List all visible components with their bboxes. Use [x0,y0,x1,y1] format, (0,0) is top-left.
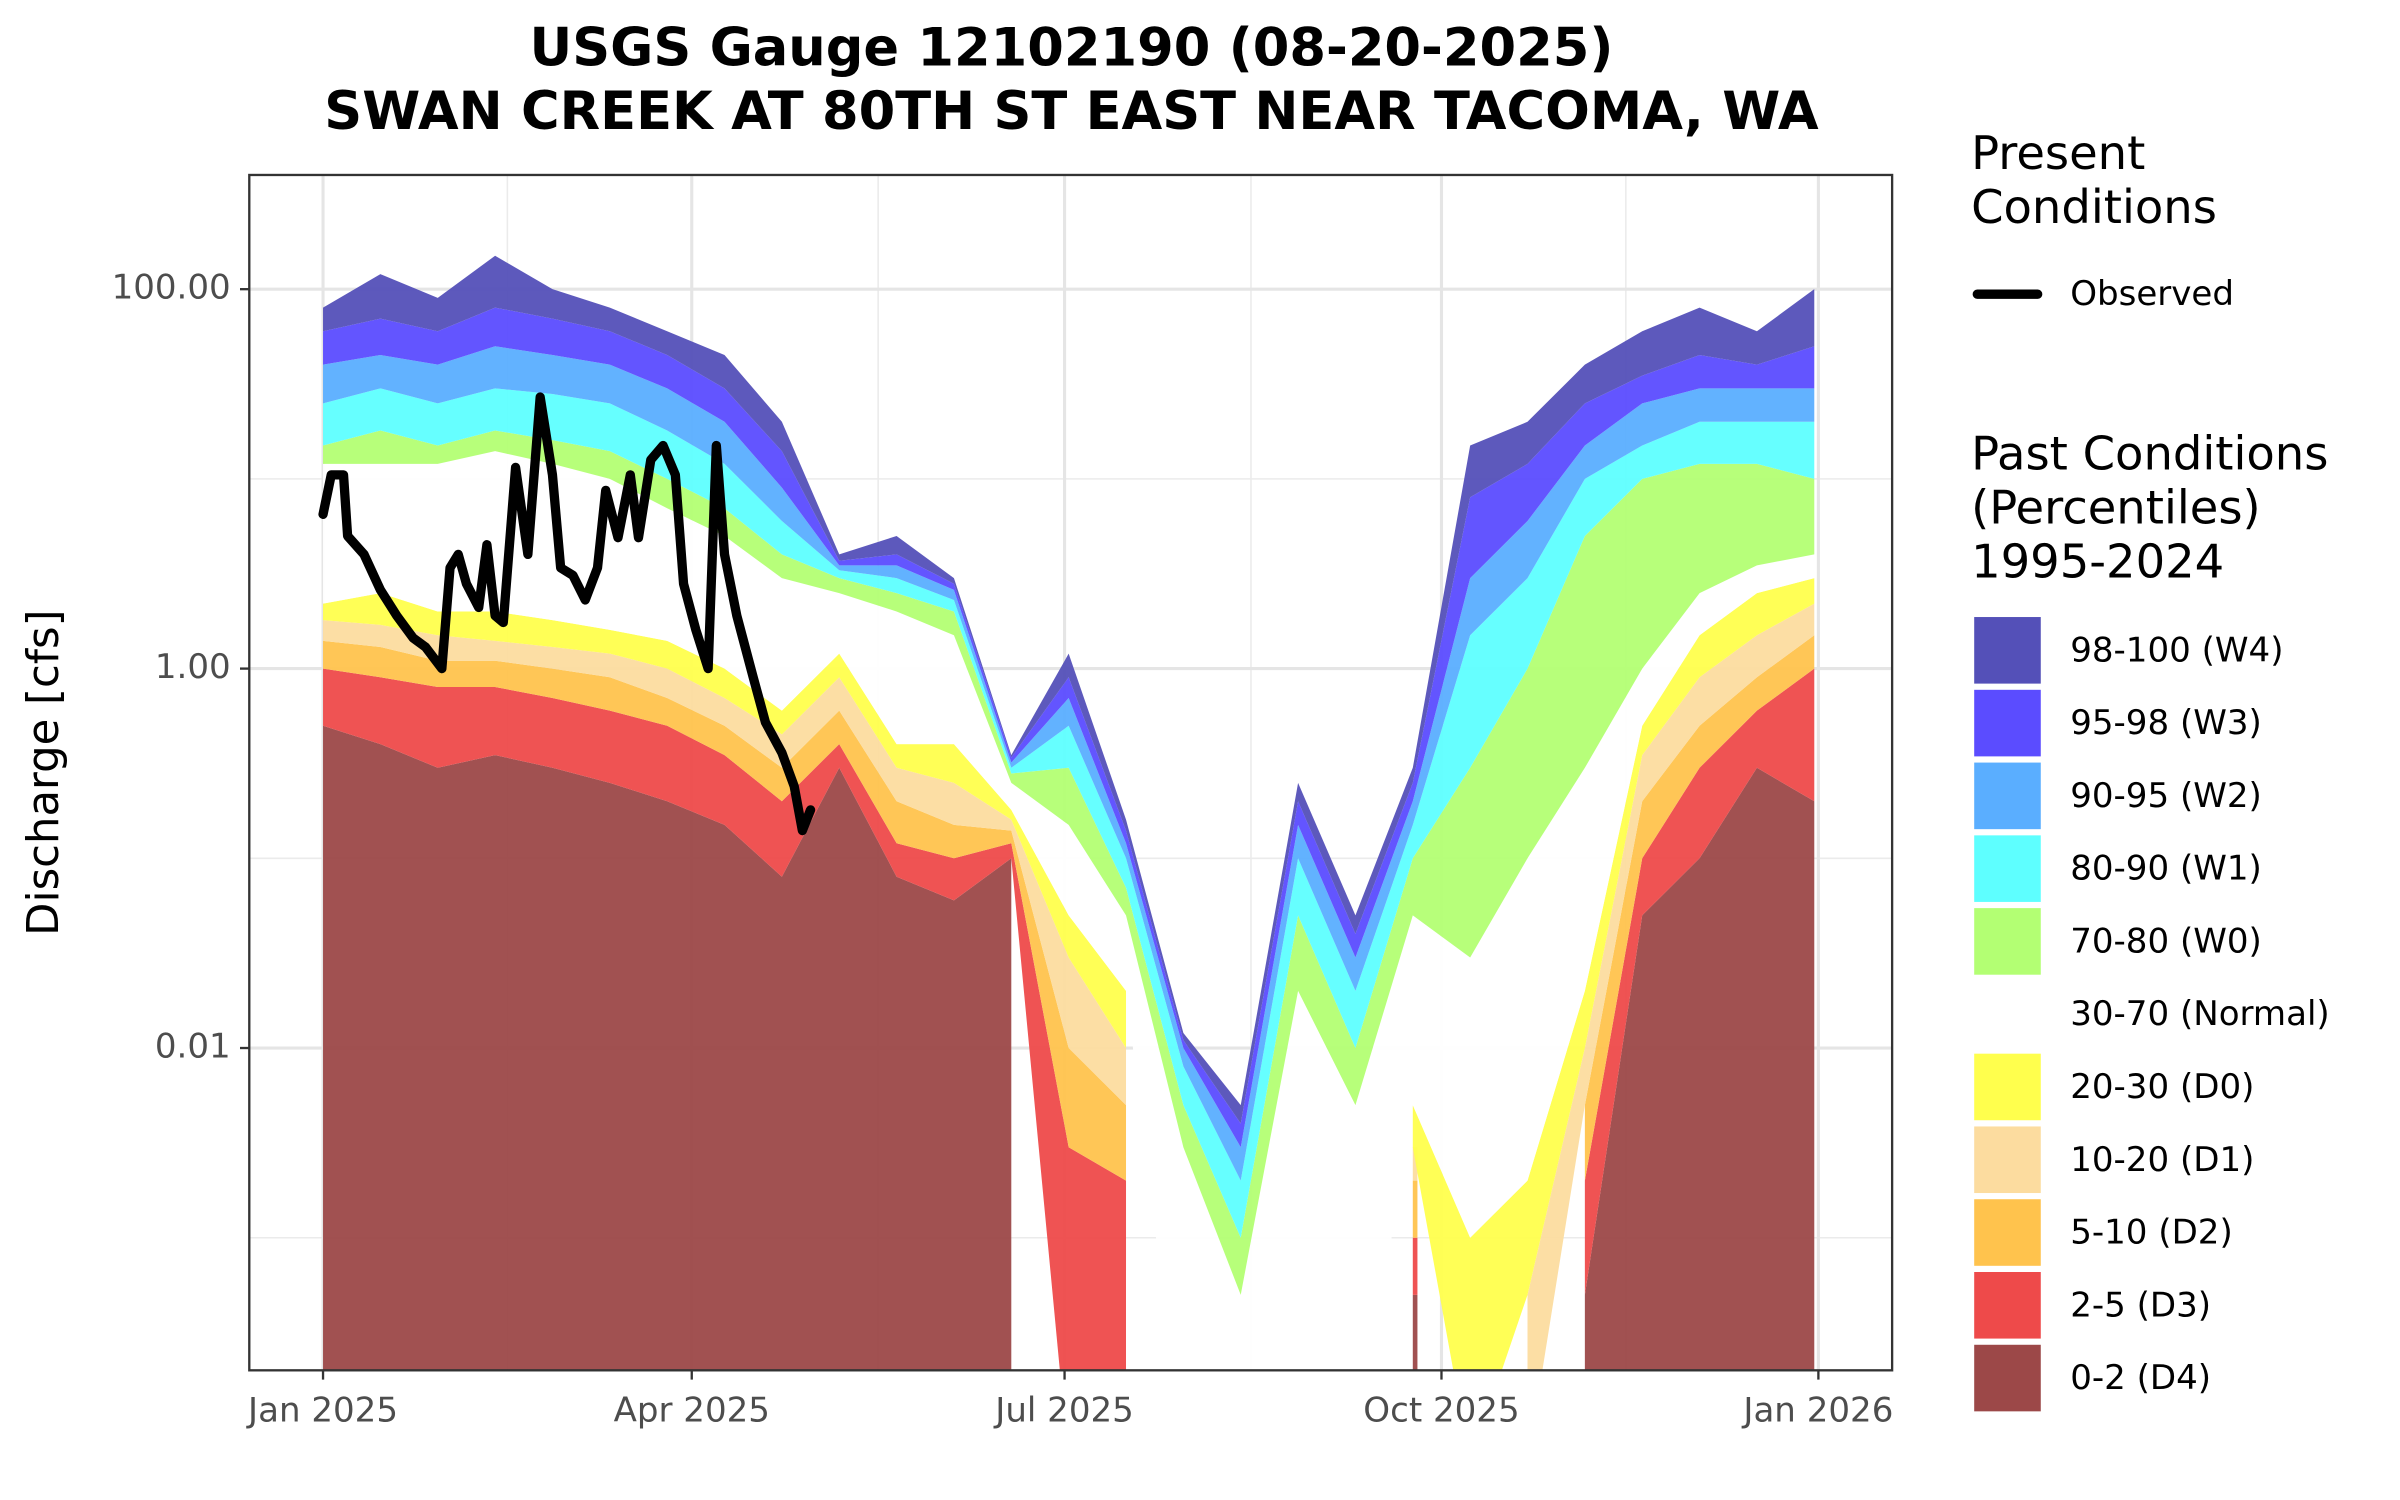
legend-swatch [1974,835,2041,902]
legend-swatch [1974,1199,2041,1266]
x-tick-label: Oct 2025 [1363,1391,1519,1431]
legend-swatch [1974,908,2041,975]
percentile-band [323,307,1815,1148]
legend-title: (Percentiles) [1971,480,2261,534]
percentile-band [1412,1237,1418,1295]
x-tick-label: Jul 2025 [993,1391,1134,1431]
percentile-band [323,593,1127,1049]
legend-title: Conditions [1971,180,2217,234]
plot-area [318,255,1815,1371]
legend-swatch [1974,1272,2041,1339]
legend-label: 2-5 (D3) [2070,1285,2211,1325]
percentile-band [1584,767,1815,1371]
legend-swatch [1974,1126,2041,1194]
plot-frame [248,173,1894,1372]
percentile-band [323,620,1127,1106]
legend-title: 1995-2024 [1971,535,2224,589]
legend-title: Present [1971,126,2145,180]
percentile-band [323,725,1012,1371]
x-tick-label: Jan 2026 [1741,1391,1893,1431]
legend-label: 20-30 (D0) [2070,1067,2254,1107]
percentile-band [1527,603,1815,1371]
legend-swatch [1974,617,2041,684]
legend-label: 80-90 (W1) [2070,849,2262,889]
percentile-band [323,640,1127,1181]
legend-label: 90-95 (W2) [2070,776,2262,816]
percentile-band [1584,668,1815,1295]
percentile-band [323,346,1815,1181]
y-axis-label: Discharge [cfs] [19,609,69,935]
legend-label: 95-98 (W3) [2070,703,2262,743]
legend-label: 5-10 (D2) [2070,1213,2233,1253]
legend-swatch [1974,980,2041,1048]
percentile-band [323,430,1815,1295]
legend-label: Observed [2070,274,2234,314]
percentile-band [323,255,1815,1124]
legend-label: 30-70 (Normal) [2070,994,2330,1034]
legend-label: 98-100 (W4) [2070,630,2283,670]
percentile-band [323,668,1127,1371]
observed-line [318,392,816,836]
legend-swatch [1974,762,2041,830]
chart-title: USGS Gauge 12102190 (08-20-2025) [530,18,1614,79]
x-tick-label: Apr 2025 [614,1391,770,1431]
y-tick-label: 0.01 [155,1027,231,1067]
legend-swatch [1974,1344,2041,1412]
legend-label: 0-2 (D4) [2070,1358,2211,1398]
percentile-band [1412,578,1815,1371]
percentile-band [1584,635,1815,1181]
percentile-band [323,451,1815,1371]
y-tick-label: 100.00 [112,268,231,308]
y-tick-label: 1.00 [155,647,231,687]
legend-label: 70-80 (W0) [2070,921,2262,961]
chart-title: SWAN CREEK AT 80TH ST EAST NEAR TACOMA, … [324,81,1819,142]
legend-swatch [1974,1053,2041,1121]
x-tick-label: Jan 2025 [246,1391,398,1431]
percentile-band [1412,1294,1418,1371]
percentile-band [1412,1180,1418,1238]
legend-swatch [1974,689,2041,757]
legend-title: Past Conditions [1971,426,2328,480]
legend-label: 10-20 (D1) [2070,1140,2254,1180]
